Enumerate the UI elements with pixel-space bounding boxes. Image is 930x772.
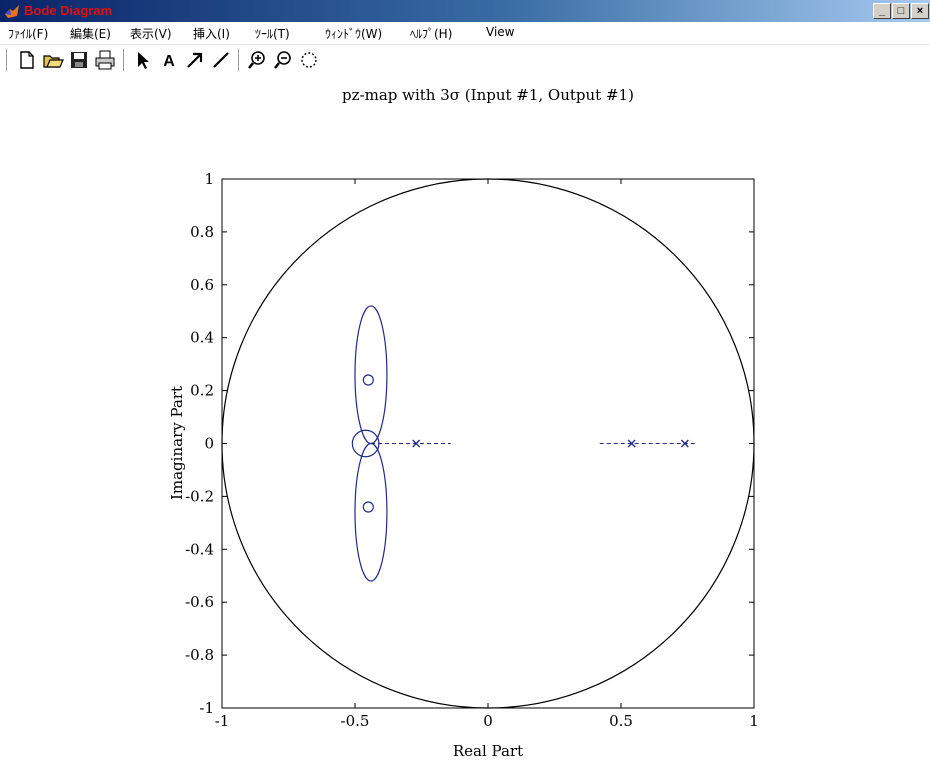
x-axis-label: Real Part (453, 742, 523, 760)
save-disk-icon[interactable] (68, 49, 90, 71)
menu-view-jp[interactable]: 表示(V) (130, 27, 172, 41)
toolbar: A (0, 45, 930, 75)
new-file-icon[interactable] (16, 49, 38, 71)
toolbar-separator-2 (238, 49, 242, 71)
menu-window[interactable]: ｳｨﾝﾄﾞｳ(W) (325, 27, 383, 41)
y-tick-label: 0.4 (190, 329, 214, 347)
y-tick-label: -0.2 (185, 487, 214, 505)
zero-marker (362, 374, 374, 386)
pz-map-chart: pz-map with 3σ (Input #1, Output #1) Rea… (168, 86, 759, 760)
print-icon[interactable] (94, 49, 116, 71)
y-tick-label: 1 (204, 170, 214, 188)
menu-edit[interactable]: 編集(E) (70, 27, 111, 41)
chart-title: pz-map with 3σ (Input #1, Output #1) (342, 86, 634, 104)
y-tick-label: 0.6 (190, 276, 214, 294)
minimize-button[interactable]: _ (873, 3, 891, 19)
toolbar-separator (123, 49, 127, 71)
toolbar-grip[interactable] (6, 49, 10, 71)
rotate-icon[interactable] (298, 49, 320, 71)
y-tick-label: 0.8 (190, 223, 214, 241)
zoom-in-icon[interactable] (246, 49, 268, 71)
axes-box (221, 178, 755, 709)
menu-view[interactable]: View (486, 25, 515, 39)
pole-marker (627, 439, 636, 448)
open-folder-icon[interactable] (42, 49, 64, 71)
x-tick-label: -0.5 (341, 712, 370, 730)
x-tick-label: -1 (215, 712, 230, 730)
title-bar: Bode Diagram _ □ × (0, 0, 930, 22)
close-button[interactable]: × (911, 3, 929, 19)
y-tick-label: 0.2 (190, 382, 214, 400)
window-title: Bode Diagram (24, 3, 113, 18)
menu-insert[interactable]: 挿入(I) (193, 27, 230, 41)
zero-marker (362, 501, 374, 513)
menu-help[interactable]: ﾍﾙﾌﾟ(H) (410, 27, 453, 41)
pole-marker (412, 439, 421, 448)
matlab-logo-icon (5, 5, 19, 18)
maximize-button[interactable]: □ (892, 3, 910, 19)
uncertainty-ellipse (354, 442, 388, 582)
y-tick-label: -1 (199, 699, 214, 717)
zoom-out-icon[interactable] (272, 49, 294, 71)
menu-bar: ﾌｧｲﾙ(F) 編集(E) 表示(V) 挿入(I) ﾂｰﾙ(T) ｳｨﾝﾄﾞｳ(… (0, 22, 930, 45)
menu-file[interactable]: ﾌｧｲﾙ(F) (8, 27, 49, 41)
y-tick-label: -0.4 (185, 540, 214, 558)
svg-text:A: A (163, 53, 175, 70)
figure-area: pz-map with 3σ (Input #1, Output #1) Rea… (0, 76, 930, 772)
x-tick-label: 0 (483, 712, 493, 730)
line-icon[interactable] (210, 49, 232, 71)
arrow-icon[interactable] (184, 49, 206, 71)
y-tick-label: -0.6 (185, 593, 214, 611)
pole-marker (680, 439, 689, 448)
x-tick-label: 0.5 (609, 712, 633, 730)
y-tick-label: -0.8 (185, 646, 214, 664)
menu-tools[interactable]: ﾂｰﾙ(T) (255, 27, 290, 41)
select-arrow-icon[interactable] (132, 49, 154, 71)
y-axis-label: Imaginary Part (168, 386, 186, 500)
uncertainty-ellipse (354, 305, 388, 445)
text-a-icon[interactable]: A (158, 49, 180, 71)
y-tick-label: 0 (204, 435, 214, 453)
x-tick-label: 1 (749, 712, 759, 730)
unit-circle (221, 178, 755, 709)
